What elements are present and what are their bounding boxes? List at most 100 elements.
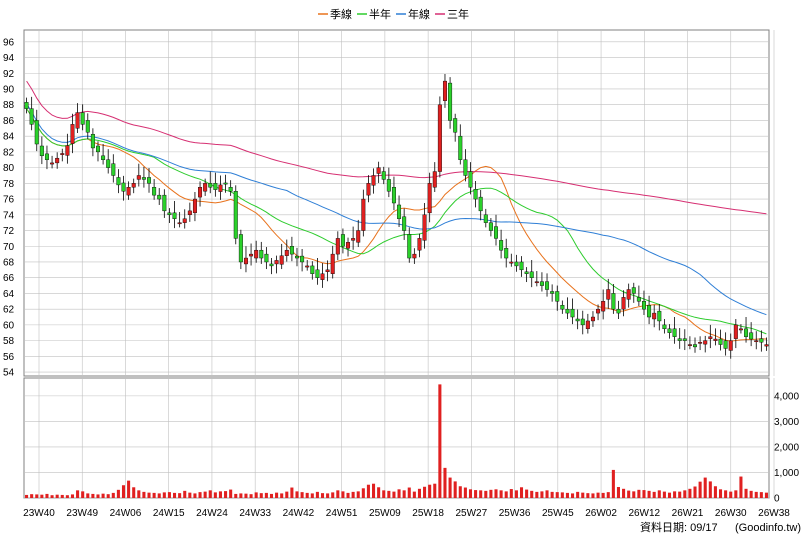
candle-body <box>391 187 396 204</box>
volume-bar <box>581 492 585 498</box>
volume-bar <box>759 492 763 498</box>
candle-body <box>698 341 703 344</box>
candle-body <box>80 112 85 125</box>
candle-body <box>560 305 565 310</box>
volume-bar <box>428 484 432 498</box>
volume-bar <box>458 486 462 498</box>
candle-body <box>539 281 544 286</box>
volume-bar <box>678 491 682 498</box>
price-tick-label: 76 <box>3 195 15 206</box>
candle <box>458 124 463 165</box>
candle-body <box>687 344 692 346</box>
data-date-label: 資料日期: 09/17 <box>640 520 718 534</box>
candle <box>723 332 728 356</box>
volume-bar <box>341 491 345 498</box>
volume-bar <box>713 486 717 498</box>
candle <box>121 175 126 201</box>
volume-bar <box>474 490 478 498</box>
candle <box>238 229 243 270</box>
volume-bar <box>545 490 549 498</box>
candle-body <box>101 155 106 160</box>
candle <box>223 174 228 193</box>
volume-bar <box>749 490 753 498</box>
volume-bar <box>530 490 534 498</box>
candle-body <box>70 124 75 144</box>
candle <box>274 255 279 274</box>
candle <box>65 133 70 164</box>
candle <box>647 295 652 325</box>
candle <box>754 331 759 350</box>
candle <box>417 233 422 258</box>
volume-bar <box>683 490 687 498</box>
volume-bar <box>336 490 340 498</box>
candle-body <box>218 184 223 192</box>
candle-body <box>555 291 560 302</box>
volume-bar <box>275 492 279 498</box>
price-tick-label: 62 <box>3 305 15 316</box>
candle <box>759 330 764 352</box>
price-tick-label: 78 <box>3 179 15 190</box>
legend: 季線 半年 年線 三年 <box>318 7 469 21</box>
volume-bar <box>290 487 294 498</box>
candle <box>494 214 498 246</box>
candle-body <box>494 226 498 239</box>
source-label: (Goodinfo.tw) <box>735 522 801 534</box>
candle <box>713 328 718 346</box>
volume-bar <box>45 493 49 498</box>
x-tick-label: 25W36 <box>499 508 531 519</box>
candle <box>162 189 167 218</box>
candle <box>626 283 631 308</box>
candle-body <box>147 177 152 184</box>
candle <box>585 313 590 334</box>
candle-body <box>187 210 192 215</box>
volume-bar <box>193 493 197 498</box>
volume-bar <box>356 491 360 498</box>
volume-bar <box>698 481 702 498</box>
volume-bar <box>254 492 258 498</box>
candle-body <box>259 249 264 259</box>
candle-body <box>611 293 616 310</box>
candle-body <box>233 191 238 239</box>
candle <box>254 240 259 263</box>
candle-body <box>198 187 203 198</box>
candle-body <box>325 269 330 273</box>
volume-bar <box>132 487 136 498</box>
candle <box>70 113 75 154</box>
candle <box>636 285 641 307</box>
candle-body <box>24 102 29 109</box>
x-tick-label: 26W30 <box>715 508 747 519</box>
candle-body <box>442 80 447 101</box>
volume-bar <box>688 488 692 498</box>
candle <box>310 261 315 280</box>
volume-bar <box>224 491 228 498</box>
candle <box>606 278 611 309</box>
candle-body <box>585 320 590 330</box>
candle <box>611 283 616 314</box>
candle <box>718 329 723 351</box>
volume-bar <box>387 490 391 498</box>
volume-bar <box>310 493 314 498</box>
candle-body <box>238 234 243 263</box>
volume-bar <box>30 494 34 498</box>
price-tick-label: 84 <box>3 132 15 143</box>
candle-body <box>228 187 233 192</box>
candle <box>381 166 386 185</box>
candle <box>60 148 65 162</box>
candle <box>545 273 550 297</box>
volume-bar <box>642 490 646 498</box>
candle-body <box>519 261 524 271</box>
candle <box>300 249 305 272</box>
candle <box>279 243 284 270</box>
x-tick-label: 23W40 <box>23 508 55 519</box>
volume-bar <box>535 491 539 498</box>
x-tick-label: 24W24 <box>196 508 228 519</box>
volume-bar <box>514 490 518 498</box>
volume-bar <box>423 486 427 498</box>
candle <box>463 149 468 182</box>
candle <box>203 178 208 196</box>
price-tick-label: 86 <box>3 116 15 127</box>
candle-body <box>590 316 595 322</box>
candle <box>703 335 708 353</box>
candle <box>218 175 223 200</box>
